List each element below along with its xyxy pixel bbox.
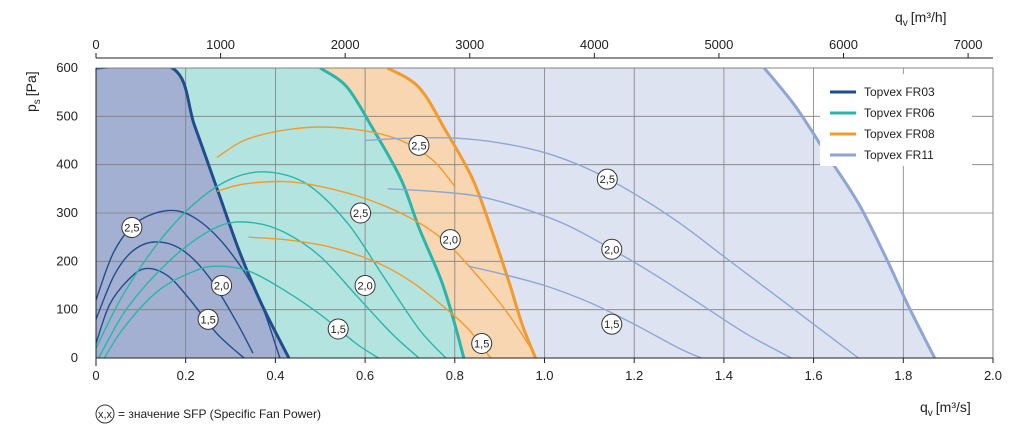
topvex-fr11-sfp-marker — [601, 238, 623, 260]
x2-tick-label: 2000 — [331, 37, 360, 52]
x2-axis-title: qv [m³/h] — [895, 9, 947, 29]
topvex-fr03-sfp-curve — [96, 267, 245, 358]
sfp-markers: 2,5 2,0 1,5 2,5 2,0 1,5 2,5 2,0 1,5 2,5 2,0 1,5 — [121, 134, 623, 354]
legend-label: Topvex FR03 — [864, 85, 935, 99]
topvex-fr06-sfp-marker — [350, 202, 372, 224]
x-axis-title: qv [m³/s] — [920, 399, 971, 419]
topvex-fr06-sfp-label: 1,5 — [331, 324, 346, 336]
x2-tick-label: 6000 — [829, 37, 858, 52]
legend-label: Topvex FR06 — [864, 106, 935, 120]
y-axis-title: ps [Pa] — [23, 71, 43, 112]
topvex-fr08-sfp-marker — [408, 134, 430, 156]
x-axis-title-symbol: q — [920, 399, 928, 415]
topvex-fr06-max-curve — [319, 68, 466, 358]
legend-box — [820, 74, 972, 166]
x-tick-label: 1.4 — [715, 368, 733, 383]
y-tick-label: 0 — [71, 350, 78, 365]
topvex-fr11-sfp-marker — [596, 168, 618, 190]
topvex-fr08-max-curve — [386, 68, 537, 358]
topvex-fr08-sfp-curve — [216, 180, 532, 349]
footnote-text: = значение SFP (Specific Fan Power) — [118, 407, 321, 421]
y-tick-label: 100 — [56, 302, 78, 317]
y-tick-label: 600 — [56, 60, 78, 75]
x-tick-label: 1.0 — [535, 368, 553, 383]
legend-label: Topvex FR08 — [864, 127, 935, 141]
topvex-fr06-sfp-marker — [327, 318, 349, 340]
topvex-fr03-sfp-marker — [197, 308, 219, 330]
topvex-fr11-sfp-curve — [468, 265, 702, 358]
x-tick-label: 0.6 — [356, 368, 374, 383]
x-tick-label: 0.8 — [446, 368, 464, 383]
y-axis-title-unit: [Pa] — [23, 71, 39, 96]
topvex-fr11-sfp-label: 2,5 — [600, 174, 615, 186]
x-axis-title-sub: v — [928, 408, 933, 419]
topvex-fr08-sfp-marker — [471, 333, 493, 354]
footnote-symbol-circle — [95, 404, 115, 424]
topvex-fr03-sfp-marker — [121, 217, 143, 238]
x2-tick-label: 5000 — [704, 37, 733, 52]
x-tick-label: 1.8 — [894, 368, 912, 383]
legend: Topvex FR03 Topvex FR06 Topvex FR08 Topvex … — [820, 74, 972, 166]
svg-text:qv[m³/s]: qv [m³/s] — [920, 399, 971, 419]
x2-tick-label: 3000 — [455, 37, 484, 52]
curves — [96, 68, 937, 358]
topvex-fr11-sfp-marker — [601, 313, 623, 335]
x2-axis-title-symbol: q — [895, 9, 903, 25]
topvex-fr03-sfp-marker — [211, 275, 233, 296]
topvex-fr08-sfp-marker — [439, 229, 461, 251]
topvex-fr06-sfp-curve — [96, 171, 447, 358]
topvex-fr08-sfp-curve — [248, 236, 492, 358]
y-tick-label: 400 — [56, 157, 78, 172]
x-tick-label: 0.2 — [177, 368, 195, 383]
footnote-symbol: x,x — [98, 409, 113, 421]
y-tick-label: 300 — [56, 205, 78, 220]
svg-text:ps[Pa]: ps [Pa] — [23, 71, 43, 112]
topvex-fr06-sfp-label: 2,5 — [353, 208, 368, 220]
topvex-fr11-sfp-label: 1,5 — [604, 319, 619, 331]
x2-tick-label: 0 — [92, 37, 99, 52]
x-tick-label: 0.4 — [266, 368, 284, 383]
topvex-fr03-sfp-label: 2,0 — [214, 281, 229, 293]
y-tick-label: 500 — [56, 108, 78, 123]
topvex-fr11-max-curve — [763, 68, 937, 358]
svg-text:qv[m³/h]: qv [m³/h] — [895, 9, 947, 29]
topvex-fr03-sfp-curve — [96, 241, 254, 354]
topvex-fr03-sfp-label: 1,5 — [200, 314, 215, 326]
x-tick-label: 1.2 — [625, 368, 643, 383]
y-axis-title-symbol: p — [23, 104, 39, 112]
topvex-fr06-sfp-marker — [354, 275, 376, 296]
x2-axis-title-sub: v — [903, 18, 908, 29]
topvex-fr08-sfp-label: 2,5 — [411, 140, 426, 152]
x-tick-label: 1.6 — [805, 368, 823, 383]
topvex-fr06-sfp-curve — [97, 221, 420, 358]
footnote: x,x = значение SFP (Specific Fan Power) — [95, 404, 321, 424]
x2-tick-label: 1000 — [206, 37, 235, 52]
x-tick-label: 0 — [92, 368, 99, 383]
x2-tick-label: 7000 — [954, 37, 983, 52]
topvex-fr06-sfp-label: 2,0 — [357, 281, 372, 293]
topvex-fr03-max-curve — [96, 68, 291, 358]
legend-label: Topvex FR11 — [864, 148, 934, 162]
topvex-fr11-sfp-label: 2,0 — [604, 244, 619, 256]
x-axis-title-unit: [m³/s] — [936, 399, 971, 415]
x2-axis-title-unit: [m³/h] — [911, 9, 947, 25]
topvex-fr08-sfp-label: 1,5 — [474, 339, 489, 351]
topvex-fr03-sfp-label: 2,5 — [124, 223, 139, 235]
x2-tick-label: 4000 — [580, 37, 609, 52]
y-tick-label: 200 — [56, 253, 78, 268]
y-axis-title-sub: s — [32, 99, 43, 104]
topvex-fr08-sfp-label: 2,0 — [443, 235, 458, 247]
x-tick-label: 2.0 — [984, 368, 1002, 383]
topvex-fr11-sfp-curve — [387, 188, 792, 358]
topvex-fr08-sfp-curve — [216, 126, 456, 187]
